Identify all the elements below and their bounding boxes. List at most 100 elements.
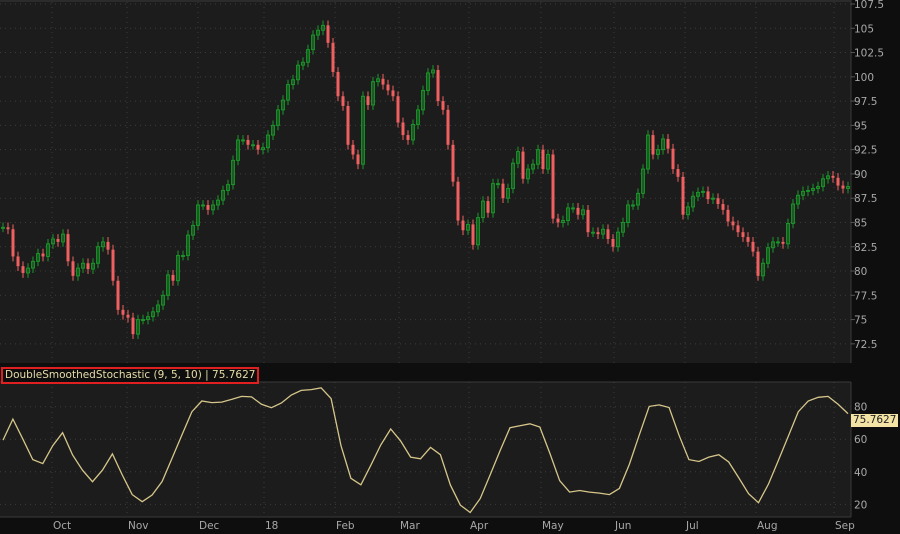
candle-down — [21, 261, 25, 278]
candle-up — [361, 91, 365, 170]
candle-body — [421, 89, 425, 111]
candle-up — [846, 181, 850, 194]
candle-up — [766, 242, 770, 269]
candle-up — [281, 95, 285, 115]
candle-body — [76, 267, 80, 277]
candle-body — [726, 209, 730, 222]
candle-down — [41, 248, 45, 262]
candle-up — [191, 220, 195, 240]
candle-body — [161, 294, 165, 306]
candle-up — [621, 217, 625, 238]
candle-body — [396, 96, 400, 123]
candle-up — [546, 149, 550, 174]
candle-down — [86, 258, 90, 274]
candle-up — [646, 130, 650, 174]
candle-down — [6, 222, 10, 235]
candle-body — [531, 163, 535, 170]
candle-up — [636, 188, 640, 210]
candle-up — [296, 60, 300, 85]
candle-body — [411, 123, 415, 141]
candle-body — [241, 139, 245, 142]
candle-body — [736, 225, 740, 233]
candle-body — [771, 241, 775, 249]
candle-down — [736, 220, 740, 238]
candle-body — [191, 224, 195, 236]
candle-body — [261, 147, 265, 151]
candle-body — [461, 220, 465, 231]
candle-up — [476, 212, 480, 250]
candle-body — [336, 71, 340, 97]
candle-up — [786, 218, 790, 249]
candle-body — [251, 144, 255, 147]
candle-body — [201, 204, 205, 207]
candle-up — [166, 270, 170, 301]
candle-body — [471, 224, 475, 245]
price-tick-label: 105 — [854, 23, 874, 35]
candle-body — [811, 188, 815, 191]
candle-body — [711, 197, 715, 200]
candle-up — [161, 290, 165, 310]
candle-body — [31, 260, 35, 269]
candle-down — [721, 199, 725, 215]
candle-body — [661, 138, 665, 151]
candle-down — [666, 134, 670, 154]
candle-body — [741, 232, 745, 238]
candle-body — [41, 253, 45, 257]
candle-up — [146, 311, 150, 325]
candle-up — [661, 134, 665, 155]
candle-up — [466, 219, 470, 236]
candle-up — [241, 135, 245, 145]
price-tick-label: 107.5 — [854, 0, 884, 11]
candle-body — [556, 218, 560, 223]
candle-body — [791, 203, 795, 224]
candle-down — [461, 215, 465, 236]
candle-body — [281, 99, 285, 111]
candle-body — [6, 227, 10, 230]
candle-down — [501, 178, 505, 204]
candle-body — [231, 159, 235, 186]
candle-up — [311, 30, 315, 55]
candle-body — [86, 263, 90, 270]
candle-body — [521, 151, 525, 179]
candle-up — [686, 202, 690, 220]
candle-up — [226, 179, 230, 196]
candle-up — [376, 73, 380, 87]
candle-down — [106, 237, 110, 255]
price-tick-label: 85 — [854, 217, 867, 229]
candle-up — [76, 263, 80, 281]
candle-body — [391, 90, 395, 97]
candle-up — [411, 119, 415, 145]
candles — [1, 20, 850, 339]
candle-body — [491, 183, 495, 214]
candle-down — [446, 104, 450, 150]
candle-down — [56, 234, 60, 247]
candle-body — [71, 261, 75, 276]
price-panel — [0, 0, 851, 363]
candle-body — [426, 72, 430, 91]
time-tick-label: Jun — [614, 520, 631, 532]
candle-body — [61, 233, 65, 243]
candle-up — [306, 44, 310, 68]
candle-body — [406, 135, 410, 140]
candle-down — [726, 204, 730, 227]
candle-down — [381, 73, 385, 90]
candle-body — [296, 64, 300, 81]
study-title-label[interactable]: DoubleSmoothedStochastic (9, 5, 10) | 75… — [1, 367, 260, 384]
time-tick-label: Aug — [757, 520, 778, 532]
candle-down — [401, 117, 405, 140]
candle-down — [351, 139, 355, 160]
study-name: DoubleSmoothedStochastic (9, 5, 10) — [5, 369, 202, 381]
candle-down — [11, 224, 15, 262]
study-line — [2, 387, 849, 514]
candle-down — [781, 237, 785, 249]
candle-body — [46, 243, 50, 257]
candle-down — [71, 256, 75, 281]
axes: 107.5 105 102.5 100 97.5 95 92.5 90 87.5 85 82.5 80… — [53, 0, 884, 532]
candle-body — [816, 186, 820, 189]
candle-body — [621, 222, 625, 233]
candle-body — [476, 217, 480, 246]
candle-down — [756, 246, 760, 281]
candle-down — [326, 20, 330, 48]
candle-body — [181, 255, 185, 257]
candle-down — [126, 309, 130, 323]
